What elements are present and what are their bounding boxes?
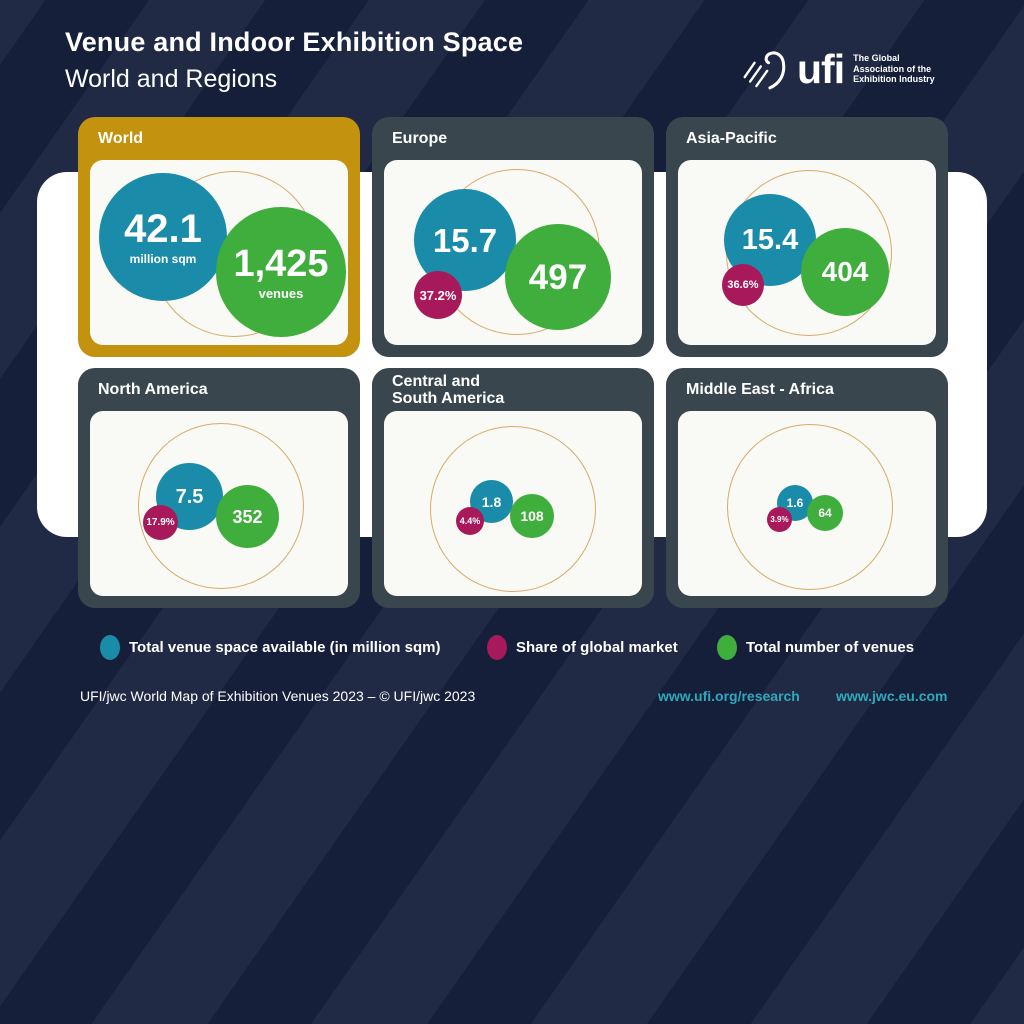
space-swatch-icon (100, 634, 120, 660)
reference-ring-icon (430, 426, 596, 592)
venue-space-unit: million sqm (129, 252, 197, 266)
page-header: Venue and Indoor Exhibition Space World … (65, 27, 523, 94)
region-card-world: World 42.1 million sqm 1,425 venues (78, 117, 360, 357)
card-panel: 15.7 497 37.2% (384, 160, 642, 345)
legend-item-share: Share of global market (487, 634, 678, 660)
card-panel: 42.1 million sqm 1,425 venues (90, 160, 348, 345)
jwc-link[interactable]: www.jwc.eu.com (836, 688, 948, 704)
card-panel: 15.4 404 36.6% (678, 160, 936, 345)
ufi-logo: ufi The Global Association of the Exhibi… (742, 46, 935, 92)
region-card-north-america: North America 7.5 352 17.9% (78, 368, 360, 608)
card-title-central-south-america: Central and South America (392, 372, 505, 407)
venue-space-bubble: 42.1 million sqm (99, 173, 227, 301)
venue-space-bubble: 15.7 (414, 189, 516, 291)
venue-space-bubble: 7.5 (156, 463, 223, 530)
legend-item-space: Total venue space available (in million … (100, 634, 440, 660)
ufi-logo-wordmark: ufi (797, 45, 845, 92)
venues-bubble: 64 (807, 495, 843, 531)
market-share-bubble: 36.6% (722, 264, 764, 306)
venues-bubble: 497 (505, 224, 611, 330)
card-panel: 1.8 108 4.4% (384, 411, 642, 596)
reference-ring-icon (727, 424, 893, 590)
venues-unit: venues (258, 285, 304, 301)
card-title-asia-pacific: Asia-Pacific (686, 130, 777, 147)
ufi-logo-icon (742, 46, 796, 92)
venues-swatch-icon (717, 634, 737, 660)
venues-bubble: 404 (801, 228, 889, 316)
market-share-bubble: 17.9% (143, 505, 178, 540)
venues-bubble: 352 (216, 485, 279, 548)
region-card-asia-pacific: Asia-Pacific 15.4 404 36.6% (666, 117, 948, 357)
market-share-bubble: 37.2% (414, 271, 462, 319)
card-panel: 7.5 352 17.9% (90, 411, 348, 596)
region-card-europe: Europe 15.7 497 37.2% (372, 117, 654, 357)
card-title-middle-east-africa: Middle East - Africa (686, 381, 834, 398)
card-title-europe: Europe (392, 130, 448, 147)
ufi-logo-tagline: The Global Association of the Exhibition… (853, 53, 935, 85)
venues-bubble: 1,425 venues (216, 207, 346, 337)
legend-label-share: Share of global market (516, 638, 678, 656)
ufi-research-link[interactable]: www.ufi.org/research (658, 688, 800, 704)
market-share-bubble: 3.9% (767, 507, 792, 532)
legend-item-venues: Total number of venues (717, 634, 914, 660)
region-card-central-south-america: Central and South America 1.8 108 4.4% (372, 368, 654, 608)
footer-credit: UFI/jwc World Map of Exhibition Venues 2… (80, 688, 476, 704)
card-panel: 1.6 64 3.9% (678, 411, 936, 596)
legend-label-space: Total venue space available (in million … (129, 638, 441, 656)
share-swatch-icon (487, 634, 507, 660)
card-title-world: World (98, 130, 144, 147)
page-title: Venue and Indoor Exhibition Space (65, 27, 524, 57)
venues-bubble: 108 (510, 494, 554, 538)
reference-ring-icon (138, 423, 304, 589)
card-title-north-america: North America (98, 381, 208, 398)
market-share-bubble: 4.4% (456, 507, 484, 535)
page-subtitle: World and Regions (65, 65, 278, 93)
region-card-middle-east-africa: Middle East - Africa 1.6 64 3.9% (666, 368, 948, 608)
legend-label-venues: Total number of venues (746, 638, 915, 656)
